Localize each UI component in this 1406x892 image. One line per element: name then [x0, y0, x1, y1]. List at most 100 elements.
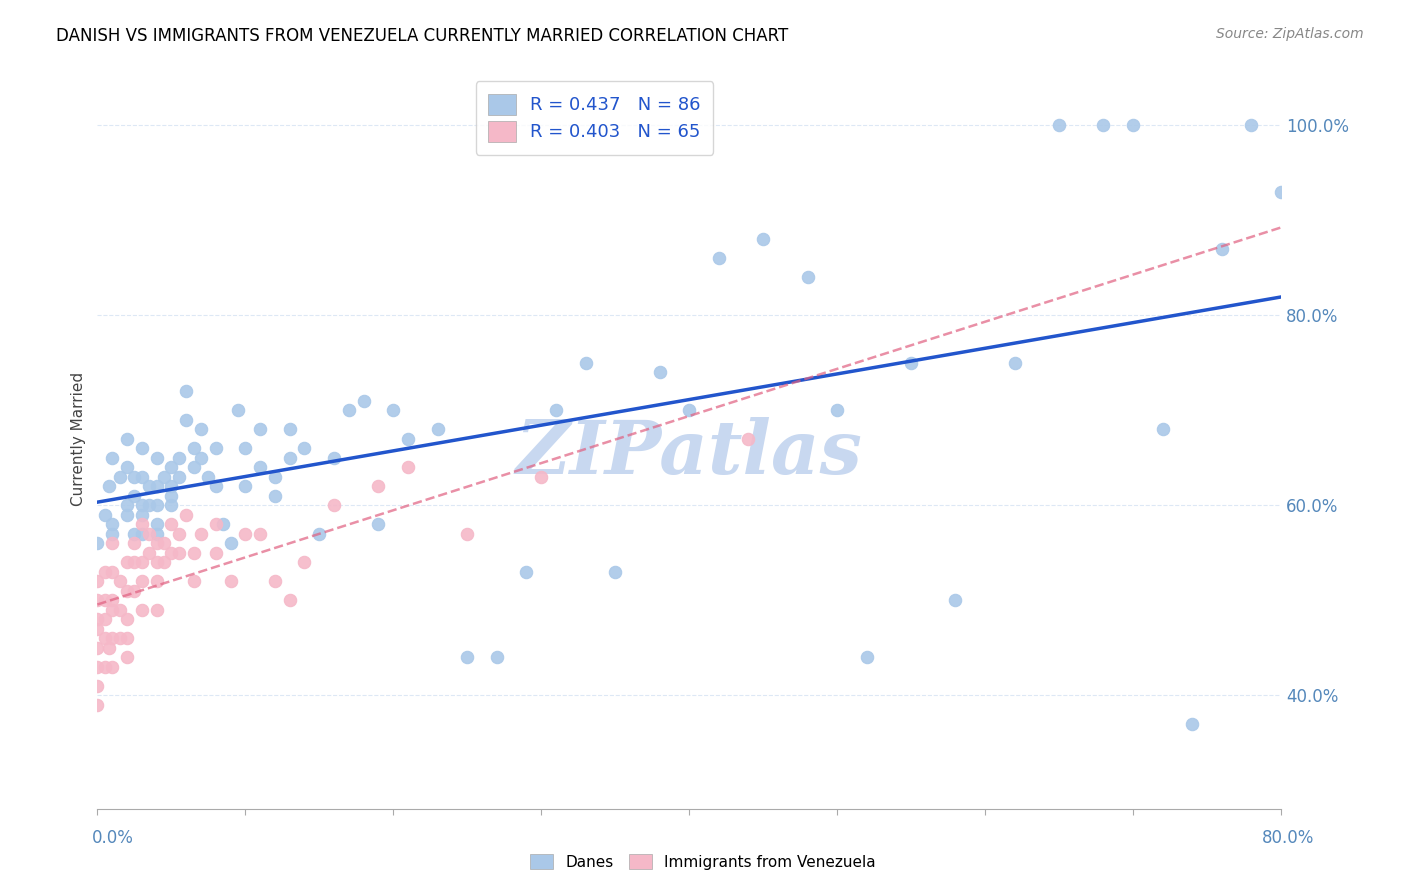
Legend: Danes, Immigrants from Venezuela: Danes, Immigrants from Venezuela	[523, 846, 883, 877]
Point	[124, 489, 146, 503]
Point	[86, 593, 108, 607]
Point	[183, 574, 205, 589]
Point	[456, 650, 478, 665]
Point	[183, 460, 205, 475]
Point	[278, 422, 301, 436]
Point	[737, 432, 759, 446]
Point	[190, 450, 212, 465]
Point	[101, 602, 124, 616]
Point	[124, 536, 146, 550]
Point	[145, 517, 167, 532]
Point	[101, 450, 124, 465]
Point	[167, 546, 190, 560]
Point	[1122, 119, 1144, 133]
Point	[226, 403, 249, 417]
Point	[544, 403, 567, 417]
Point	[98, 640, 121, 655]
Point	[204, 546, 226, 560]
Point	[124, 526, 146, 541]
Point	[108, 602, 131, 616]
Point	[145, 526, 167, 541]
Point	[86, 574, 108, 589]
Point	[115, 631, 138, 645]
Point	[605, 565, 627, 579]
Point	[796, 270, 818, 285]
Point	[233, 526, 256, 541]
Point	[131, 517, 153, 532]
Point	[308, 526, 330, 541]
Point	[138, 526, 160, 541]
Point	[145, 450, 167, 465]
Point	[396, 460, 419, 475]
Point	[86, 622, 108, 636]
Point	[124, 583, 146, 598]
Point	[86, 536, 108, 550]
Point	[1211, 242, 1233, 256]
Text: 80.0%: 80.0%	[1263, 829, 1315, 847]
Point	[94, 631, 117, 645]
Point	[86, 659, 108, 673]
Point	[115, 612, 138, 626]
Point	[138, 479, 160, 493]
Point	[323, 450, 346, 465]
Point	[138, 498, 160, 512]
Point	[131, 555, 153, 569]
Point	[115, 498, 138, 512]
Point	[264, 574, 287, 589]
Point	[174, 508, 197, 522]
Point	[124, 555, 146, 569]
Y-axis label: Currently Married: Currently Married	[72, 372, 86, 506]
Point	[131, 442, 153, 456]
Point	[367, 517, 389, 532]
Point	[1004, 356, 1026, 370]
Point	[131, 574, 153, 589]
Point	[94, 565, 117, 579]
Point	[190, 422, 212, 436]
Point	[145, 574, 167, 589]
Point	[174, 384, 197, 399]
Point	[825, 403, 848, 417]
Point	[160, 489, 183, 503]
Point	[204, 479, 226, 493]
Point	[101, 593, 124, 607]
Point	[752, 232, 775, 246]
Point	[138, 546, 160, 560]
Point	[108, 631, 131, 645]
Point	[160, 498, 183, 512]
Point	[124, 469, 146, 483]
Point	[648, 365, 671, 379]
Point	[278, 593, 301, 607]
Point	[945, 593, 967, 607]
Point	[86, 612, 108, 626]
Point	[1240, 119, 1263, 133]
Point	[530, 469, 553, 483]
Point	[86, 698, 108, 712]
Point	[367, 479, 389, 493]
Point	[145, 602, 167, 616]
Point	[108, 469, 131, 483]
Point	[190, 526, 212, 541]
Point	[167, 469, 190, 483]
Point	[101, 565, 124, 579]
Point	[145, 555, 167, 569]
Text: ZIPatlas: ZIPatlas	[516, 417, 863, 490]
Point	[382, 403, 405, 417]
Text: DANISH VS IMMIGRANTS FROM VENEZUELA CURRENTLY MARRIED CORRELATION CHART: DANISH VS IMMIGRANTS FROM VENEZUELA CURR…	[56, 27, 789, 45]
Point	[197, 469, 219, 483]
Point	[160, 460, 183, 475]
Point	[160, 517, 183, 532]
Point	[115, 508, 138, 522]
Point	[294, 442, 316, 456]
Point	[98, 479, 121, 493]
Legend: R = 0.437   N = 86, R = 0.403   N = 65: R = 0.437 N = 86, R = 0.403 N = 65	[475, 81, 713, 154]
Point	[574, 356, 596, 370]
Point	[131, 469, 153, 483]
Point	[264, 489, 287, 503]
Point	[94, 612, 117, 626]
Text: Source: ZipAtlas.com: Source: ZipAtlas.com	[1216, 27, 1364, 41]
Point	[1092, 119, 1115, 133]
Point	[101, 659, 124, 673]
Point	[1152, 422, 1174, 436]
Point	[174, 413, 197, 427]
Point	[264, 469, 287, 483]
